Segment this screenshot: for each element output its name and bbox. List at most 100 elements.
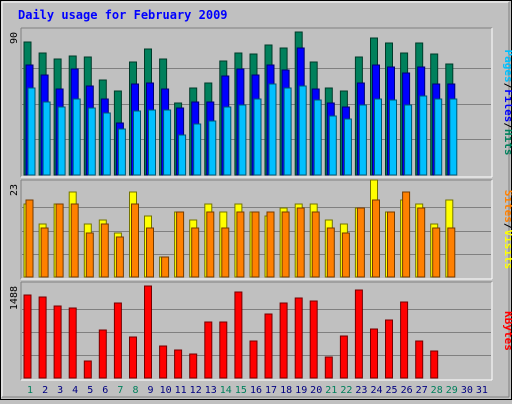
bar-visits-sites-4 <box>70 203 79 278</box>
x-label-7: 7 <box>117 385 123 396</box>
bar-visits-sites-28 <box>432 227 441 278</box>
bar-visits-sites-19 <box>296 207 305 278</box>
panel-visits: 23 Sites/Visits <box>9 179 512 280</box>
bar-hits-pages-25 <box>389 99 397 176</box>
x-label-25: 25 <box>385 385 397 396</box>
bar-hits-pages-7 <box>117 128 126 176</box>
bar-kbytes-kbytes-13 <box>204 321 213 379</box>
bar-kbytes-kbytes-28 <box>430 350 439 379</box>
legend-item-hits-4: Hits <box>502 129 512 156</box>
bar-kbytes-kbytes-16 <box>249 340 258 379</box>
bar-kbytes-kbytes-22 <box>339 335 348 379</box>
x-label-9: 9 <box>147 385 153 396</box>
bar-hits-pages-23 <box>358 104 367 176</box>
bar-kbytes-kbytes-27 <box>415 340 424 379</box>
x-label-16: 16 <box>250 385 262 396</box>
bar-visits-sites-22 <box>341 232 350 278</box>
bar-kbytes-kbytes-7 <box>113 302 122 379</box>
bar-hits-pages-5 <box>87 107 96 176</box>
legend-item-hits-0: Pages <box>502 50 512 83</box>
x-axis-labels: 1 2 3 4 5 6 7 8 9 10 11 12 13 14 15 16 17 18 19 20 21 22 23 24 2… <box>27 385 488 396</box>
bar-kbytes-kbytes-17 <box>264 313 273 379</box>
bar-visits-sites-27 <box>417 207 426 278</box>
bar-visits-sites-18 <box>281 211 290 278</box>
bar-hits-pages-28 <box>434 98 443 176</box>
x-label-23: 23 <box>355 385 367 396</box>
bar-hits-pages-13 <box>208 120 217 176</box>
x-label-8: 8 <box>132 385 138 396</box>
x-label-5: 5 <box>87 385 93 396</box>
bar-kbytes-kbytes-18 <box>279 302 288 379</box>
x-label-29: 29 <box>446 385 458 396</box>
bar-hits-pages-4 <box>72 98 81 176</box>
x-label-17: 17 <box>265 385 277 396</box>
bar-visits-sites-15 <box>236 211 245 278</box>
bar-visits-sites-23 <box>356 207 365 278</box>
bar-hits-pages-12 <box>193 123 202 176</box>
x-label-4: 4 <box>72 385 78 396</box>
bar-visits-sites-21 <box>326 227 335 278</box>
legend-hits: Pages/Files/Hits <box>502 50 512 156</box>
bar-visits-sites-12 <box>191 227 200 278</box>
x-label-21: 21 <box>325 385 337 396</box>
bar-visits-sites-6 <box>100 223 109 278</box>
bar-visits-sites-14 <box>221 227 230 278</box>
bar-kbytes-kbytes-12 <box>189 353 198 379</box>
bar-kbytes-kbytes-11 <box>174 349 183 379</box>
bar-visits-sites-8 <box>131 203 139 278</box>
y-tick-label-visits: 23 <box>9 184 20 196</box>
bar-hits-pages-1 <box>27 87 36 176</box>
bar-hits-pages-14 <box>223 106 232 176</box>
bar-kbytes-kbytes-26 <box>400 301 409 379</box>
bar-visits-sites-20 <box>311 211 320 278</box>
bar-hits-pages-27 <box>419 95 428 176</box>
bar-kbytes-kbytes-9 <box>144 285 152 379</box>
bar-kbytes-kbytes-19 <box>294 297 303 379</box>
x-label-19: 19 <box>295 385 307 396</box>
x-label-26: 26 <box>401 385 413 396</box>
y-tick-label-kbytes: 1488 <box>9 286 20 310</box>
bar-kbytes-kbytes-1 <box>23 294 32 379</box>
bar-visits-sites-25 <box>387 211 395 278</box>
legend-kbytes: KBytes <box>502 311 512 351</box>
x-label-13: 13 <box>205 385 217 396</box>
bar-kbytes-kbytes-21 <box>324 356 333 379</box>
legend-item-hits-2: Files <box>502 89 512 122</box>
bar-visits-sites-3 <box>55 203 64 278</box>
x-label-10: 10 <box>160 385 172 396</box>
x-label-28: 28 <box>431 385 443 396</box>
bar-visits-sites-7 <box>115 236 124 278</box>
bar-visits-sites-10 <box>161 256 170 278</box>
bar-kbytes-kbytes-4 <box>68 307 77 379</box>
legend-item-visits-2: Visits <box>502 230 512 270</box>
legend-visits: Sites/Visits <box>502 190 512 270</box>
bar-hits-pages-18 <box>283 87 292 176</box>
x-label-20: 20 <box>310 385 322 396</box>
panel-hits: 90 Pages/Files/Hits <box>9 27 512 178</box>
bar-kbytes-kbytes-23 <box>354 289 363 379</box>
bar-visits-sites-29 <box>447 227 456 278</box>
bar-hits-pages-16 <box>253 98 262 176</box>
x-label-6: 6 <box>102 385 108 396</box>
bar-hits-pages-19 <box>298 85 307 176</box>
bar-visits-sites-13 <box>206 211 215 278</box>
bar-hits-pages-10 <box>163 109 172 176</box>
x-label-15: 15 <box>235 385 247 396</box>
panel-kbytes: 1488 KBytes <box>9 281 512 381</box>
bar-hits-pages-9 <box>148 109 156 176</box>
legend-item-kbytes-0: KBytes <box>502 311 512 351</box>
bar-hits-pages-26 <box>404 104 413 176</box>
bar-kbytes-kbytes-20 <box>309 300 318 379</box>
bar-visits-sites-9 <box>146 227 154 278</box>
chart-title: Daily usage for February 2009 <box>18 8 228 22</box>
y-tick-label-hits: 90 <box>9 32 20 44</box>
bar-visits-sites-17 <box>266 211 275 278</box>
panels-group: 90 Pages/Files/Hits 23 Sites/Visits 1488 KByt… <box>9 27 512 381</box>
bar-visits-sites-2 <box>40 227 49 278</box>
bar-hits-pages-20 <box>313 99 322 176</box>
bar-visits-sites-24 <box>372 199 380 278</box>
x-label-30: 30 <box>461 385 473 396</box>
bar-hits-pages-2 <box>42 101 51 176</box>
